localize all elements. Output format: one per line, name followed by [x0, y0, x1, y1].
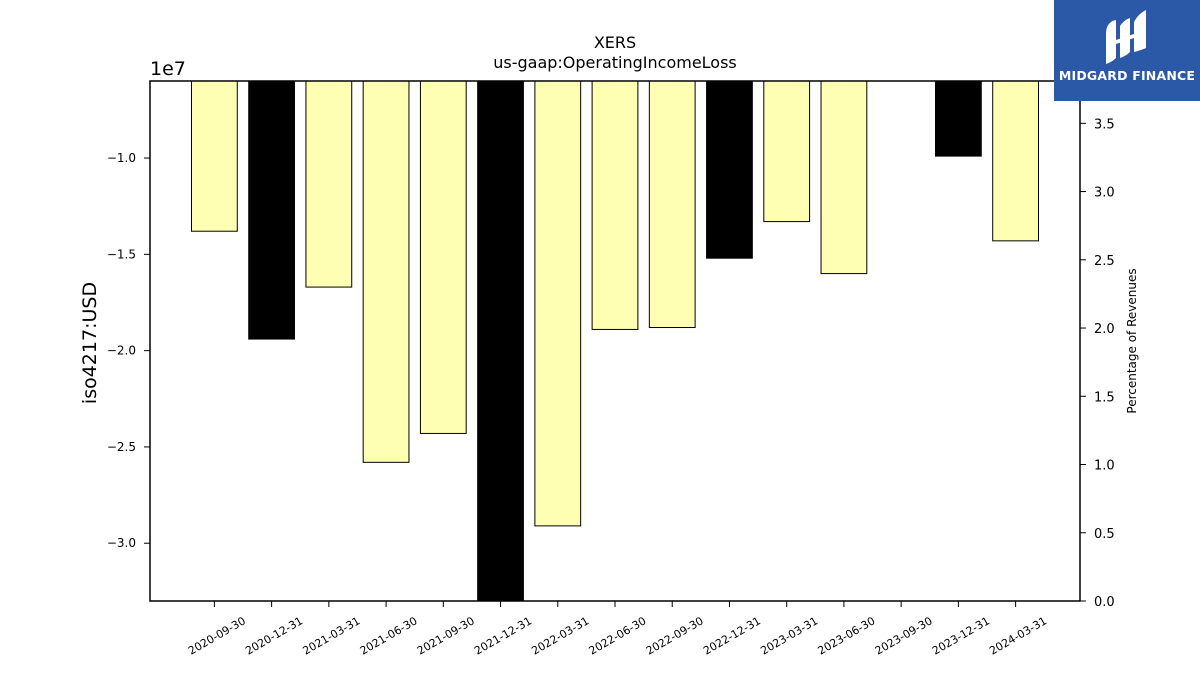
bar-2021-09-30 — [419, 80, 467, 434]
bar-2023-03-31 — [763, 80, 811, 223]
bar-2022-09-30 — [648, 80, 696, 329]
y2-tick-label: 3.5 — [1094, 117, 1115, 132]
bar-2023-12-31 — [934, 80, 982, 157]
y-axis-label: iso4217:USD — [79, 282, 101, 404]
x-tick-label: 2023-03-31 — [758, 614, 820, 657]
x-tick-label: 2020-12-31 — [243, 614, 305, 657]
y-ticks-group: −1.0 −1.5 −2.0 −2.5 −3.0 — [107, 151, 150, 550]
x-tick-label: 2023-09-30 — [873, 614, 935, 657]
plot-frame — [149, 80, 1081, 602]
y-tick-label: −1.0 — [107, 151, 136, 165]
bar-2024-03-31 — [992, 80, 1039, 242]
chart-subtitle: us-gaap:OperatingIncomeLoss — [493, 53, 737, 72]
y2-tick-label: 3.0 — [1094, 186, 1115, 201]
midgard-finance-logo: MIDGARD FINANCE — [1054, 0, 1200, 101]
x-tick-label: 2023-12-31 — [930, 614, 992, 657]
bar-2021-03-31 — [305, 80, 353, 288]
bar-2022-03-31 — [534, 80, 582, 527]
bar-2021-12-31 — [477, 80, 524, 602]
x-tick-label: 2020-09-30 — [186, 614, 248, 657]
bars-group — [190, 80, 1039, 602]
x-tick-label: 2021-09-30 — [415, 614, 477, 657]
x-tick-label: 2022-12-31 — [701, 614, 763, 657]
logo-mark-icon — [1106, 10, 1146, 64]
x-tick-label: 2021-06-30 — [358, 614, 420, 657]
x-tick-label: 2022-06-30 — [587, 614, 649, 657]
y2-tick-label: 2.0 — [1094, 322, 1115, 337]
x-tick-label: 2024-03-31 — [987, 614, 1049, 657]
chart-title: XERS — [594, 33, 636, 52]
y-tick-label: −2.0 — [107, 344, 136, 358]
y2-axis-label: Percentage of Revenues — [1125, 268, 1139, 413]
bar-2020-09-30 — [190, 80, 238, 232]
y2-tick-label: 0.5 — [1094, 527, 1115, 542]
y2-tick-label: 2.5 — [1094, 254, 1115, 269]
y-tick-label: −2.5 — [107, 440, 136, 454]
bar-2022-06-30 — [591, 80, 639, 330]
y2-ticks-group: 0.0 0.5 1.0 1.5 2.0 2.5 3.0 3.5 — [1080, 117, 1115, 610]
bar-2023-06-30 — [820, 80, 868, 275]
y2-tick-label: 1.0 — [1094, 459, 1115, 474]
x-tick-label: 2022-09-30 — [644, 614, 706, 657]
bar-2021-06-30 — [362, 80, 410, 463]
x-tick-label: 2021-12-31 — [472, 614, 534, 657]
x-tick-label: 2023-06-30 — [816, 614, 878, 657]
y-tick-label: −3.0 — [107, 536, 136, 550]
x-ticks-group: 2020-09-302020-12-312021-03-312021-06-30… — [186, 601, 1049, 658]
y-offset-label: 1e7 — [150, 58, 186, 80]
logo-text: MIDGARD FINANCE — [1058, 68, 1196, 83]
x-tick-label: 2022-03-31 — [529, 614, 591, 657]
y2-tick-label: 0.0 — [1094, 595, 1115, 610]
bar-2020-12-31 — [248, 80, 295, 340]
bar-2022-12-31 — [706, 80, 753, 259]
y-tick-label: −1.5 — [107, 247, 136, 261]
y2-tick-label: 1.5 — [1094, 390, 1115, 405]
x-tick-label: 2021-03-31 — [300, 614, 362, 657]
